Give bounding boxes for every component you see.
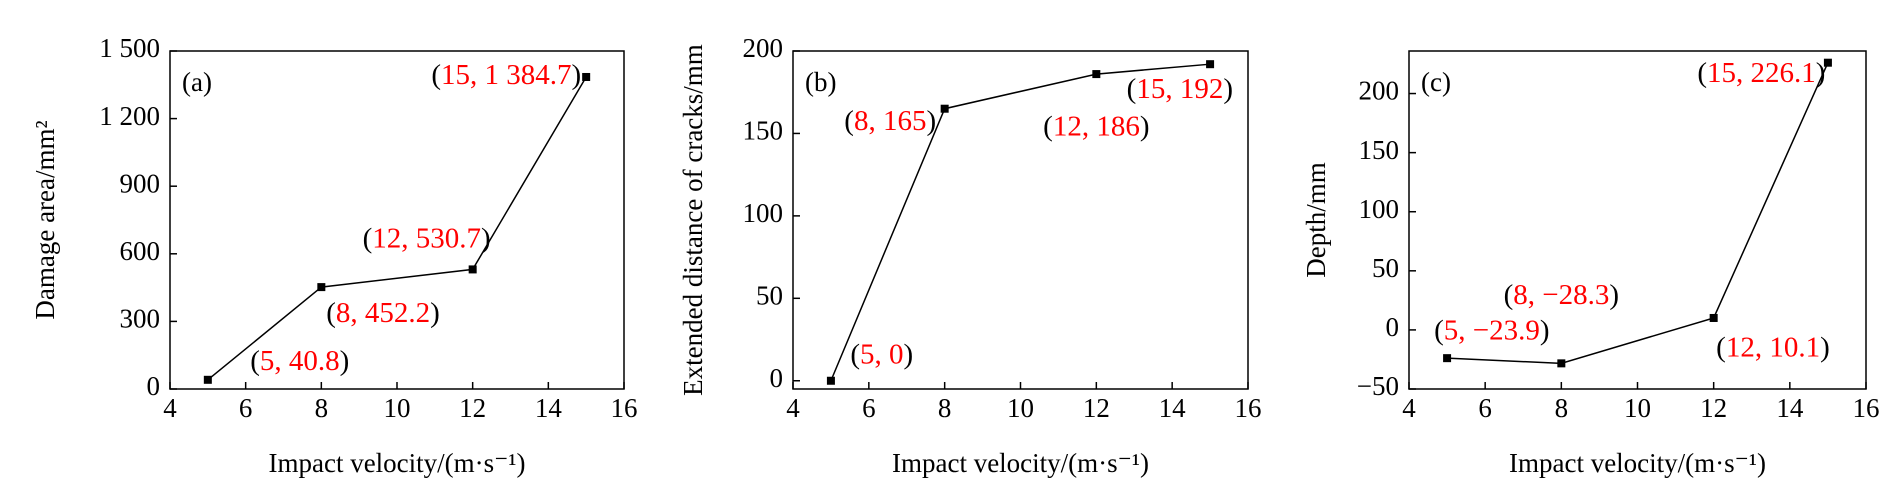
x-tick-label: 14 — [1776, 393, 1804, 423]
data-label: (12, 10.1) — [1716, 331, 1830, 363]
x-tick-label: 12 — [1083, 393, 1110, 423]
data-label: (8, 452.2) — [326, 297, 440, 329]
data-label: (15, 1 384.7) — [431, 59, 581, 91]
y-tick-label: 200 — [1359, 76, 1400, 106]
y-axis-label: Depth/mm — [1301, 162, 1331, 278]
data-label: (5, 40.8) — [250, 345, 349, 377]
x-tick-label: 8 — [938, 393, 952, 423]
x-tick-label: 8 — [1555, 393, 1569, 423]
y-tick-label: 0 — [147, 371, 161, 401]
y-tick-label: 100 — [743, 198, 784, 228]
x-tick-label: 8 — [315, 393, 329, 423]
x-axis-label: Impact velocity/(m·s⁻¹) — [1509, 448, 1766, 478]
data-label: (15, 192) — [1127, 72, 1233, 104]
x-tick-label: 10 — [1624, 393, 1651, 423]
y-tick-label: 100 — [1359, 194, 1400, 224]
point — [940, 104, 949, 113]
x-tick-label: 14 — [1159, 393, 1187, 423]
x-tick-label: 16 — [611, 393, 638, 423]
line — [1447, 62, 1829, 365]
data-label: (12, 530.7) — [363, 222, 491, 254]
data-label: (8, 165) — [844, 105, 936, 137]
y-tick-label: 50 — [756, 281, 783, 311]
y-tick-label: 50 — [1372, 253, 1399, 283]
y-tick-label: 0 — [1386, 312, 1400, 342]
panel-label: (a) — [182, 67, 212, 97]
panel-label: (c) — [1421, 67, 1451, 97]
point — [1709, 313, 1718, 322]
x-tick-label: 12 — [459, 393, 486, 423]
x-tick-label: 10 — [384, 393, 411, 423]
point — [582, 72, 591, 81]
y-tick-label: 200 — [743, 33, 784, 63]
point — [1443, 354, 1452, 363]
y-tick-label: 300 — [120, 304, 161, 334]
line — [207, 76, 587, 381]
data-label: (15, 226.1) — [1697, 56, 1825, 88]
x-tick-label: 6 — [1478, 393, 1492, 423]
x-tick-label: 6 — [862, 393, 876, 423]
x-tick-label: 16 — [1853, 393, 1880, 423]
point — [1823, 58, 1832, 67]
y-tick-label: 600 — [120, 236, 161, 266]
x-tick-label: 4 — [786, 393, 800, 423]
point — [826, 376, 835, 385]
y-tick-label: −50 — [1357, 371, 1399, 401]
y-tick-label: 1 500 — [99, 33, 160, 63]
x-tick-label: 12 — [1700, 393, 1727, 423]
x-tick-label: 10 — [1007, 393, 1034, 423]
point — [1206, 60, 1215, 69]
x-tick-label: 4 — [1402, 393, 1416, 423]
point — [203, 375, 212, 384]
data-label: (12, 186) — [1043, 110, 1149, 142]
x-axis-label: Impact velocity/(m·s⁻¹) — [268, 448, 525, 478]
panel-label: (b) — [805, 67, 836, 97]
x-tick-label: 6 — [239, 393, 253, 423]
point — [468, 265, 477, 274]
x-tick-label: 14 — [535, 393, 563, 423]
y-axis-label: Damage area/mm² — [30, 120, 60, 319]
x-tick-label: 4 — [163, 393, 177, 423]
y-tick-label: 150 — [1359, 135, 1400, 165]
x-tick-label: 16 — [1235, 393, 1262, 423]
y-tick-label: 150 — [743, 116, 784, 146]
line — [830, 63, 1211, 382]
y-tick-label: 900 — [120, 168, 161, 198]
data-label: (5, −23.9) — [1434, 314, 1549, 346]
plot-frame — [169, 50, 625, 390]
y-tick-label: 1 200 — [99, 101, 160, 131]
point — [1557, 359, 1566, 368]
x-axis-label: Impact velocity/(m·s⁻¹) — [892, 448, 1149, 478]
data-label: (8, −28.3) — [1504, 278, 1619, 310]
y-axis-label: Extended distance of cracks/mm — [678, 44, 708, 396]
data-label: (5, 0) — [850, 338, 913, 370]
point — [317, 283, 326, 292]
y-tick-label: 0 — [770, 363, 784, 393]
point — [1092, 70, 1101, 79]
